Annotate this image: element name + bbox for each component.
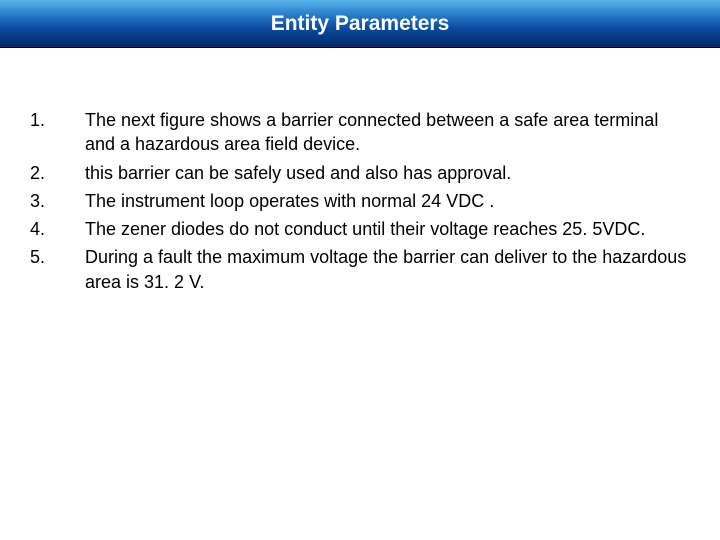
list-number: 2.: [30, 161, 85, 185]
list-number: 5.: [30, 245, 85, 294]
list-number: 1.: [30, 108, 85, 157]
content-area: 1. The next figure shows a barrier conne…: [0, 48, 720, 328]
list-item: 5. During a fault the maximum voltage th…: [30, 245, 690, 294]
list-text: During a fault the maximum voltage the b…: [85, 245, 690, 294]
list-number: 3.: [30, 189, 85, 213]
list-item: 2. this barrier can be safely used and a…: [30, 161, 690, 185]
list-text: The next figure shows a barrier connecte…: [85, 108, 690, 157]
list-item: 4. The zener diodes do not conduct until…: [30, 217, 690, 241]
list-text: The zener diodes do not conduct until th…: [85, 217, 690, 241]
list-item: 3. The instrument loop operates with nor…: [30, 189, 690, 213]
list-item: 1. The next figure shows a barrier conne…: [30, 108, 690, 157]
title-bar: Entity Parameters: [0, 0, 720, 48]
list-number: 4.: [30, 217, 85, 241]
slide-title: Entity Parameters: [271, 12, 450, 36]
list-text: The instrument loop operates with normal…: [85, 189, 690, 213]
list-text: this barrier can be safely used and also…: [85, 161, 690, 185]
